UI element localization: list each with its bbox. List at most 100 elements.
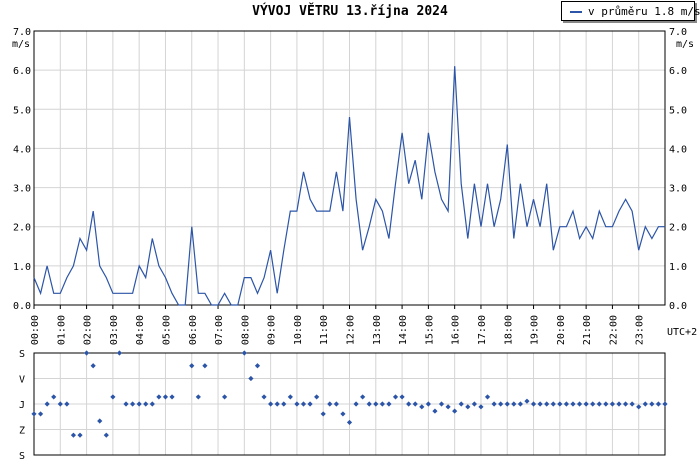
- direction-point: [557, 401, 563, 407]
- direction-point: [261, 394, 267, 400]
- x-tick-label: 21:00: [582, 315, 593, 345]
- x-tick-label: 05:00: [161, 315, 172, 345]
- x-tick-label: 01:00: [56, 315, 67, 345]
- direction-point: [498, 401, 504, 407]
- direction-point: [103, 432, 109, 438]
- direction-point: [491, 401, 497, 407]
- direction-point: [97, 418, 103, 424]
- direction-point: [254, 363, 261, 369]
- direction-point: [412, 401, 418, 407]
- speed-y-tick-label-left: 6.0: [13, 66, 31, 77]
- direction-point: [425, 401, 431, 407]
- direction-point: [241, 350, 247, 356]
- direction-point: [353, 401, 359, 407]
- direction-point: [31, 411, 37, 417]
- speed-y-tick-label-right: 1.0: [669, 262, 687, 273]
- direction-point: [642, 401, 648, 407]
- direction-point: [136, 401, 142, 407]
- direction-point: [360, 394, 366, 400]
- speed-y-tick-label-right: 3.0: [669, 184, 687, 195]
- direction-point: [149, 401, 155, 407]
- direction-point: [162, 394, 169, 400]
- x-tick-label: 18:00: [503, 315, 514, 345]
- x-tick-label: 02:00: [83, 315, 94, 345]
- direction-point: [649, 401, 655, 407]
- direction-point: [524, 398, 530, 404]
- x-tick-label: 07:00: [214, 315, 225, 345]
- direction-point: [445, 404, 451, 410]
- direction-point: [432, 408, 438, 414]
- chart-title: VÝVOJ VĚTRU 13.října 2024: [252, 4, 448, 19]
- unit-label-right: m/s: [676, 39, 694, 50]
- direction-point: [116, 350, 123, 356]
- direction-point: [77, 432, 83, 438]
- direction-point: [504, 401, 510, 407]
- direction-point: [438, 401, 445, 407]
- x-tick-label: 06:00: [188, 315, 199, 345]
- direction-point: [373, 401, 379, 407]
- direction-point: [458, 401, 464, 407]
- direction-y-tick-label: J: [19, 400, 25, 411]
- x-tick-label: 00:00: [30, 315, 41, 345]
- speed-line: [33, 66, 665, 306]
- direction-point: [83, 350, 90, 356]
- direction-point: [517, 401, 523, 407]
- direction-point: [37, 411, 44, 417]
- direction-points: [31, 350, 668, 438]
- direction-point: [563, 401, 570, 407]
- speed-y-tick-label-left: 7.0: [13, 27, 31, 38]
- direction-point: [320, 411, 326, 417]
- legend-label: v průměru 1.8 m/s: [588, 5, 700, 18]
- direction-point: [629, 401, 635, 407]
- direction-point: [596, 401, 602, 407]
- unit-label-left: m/s: [12, 39, 30, 50]
- direction-point: [314, 394, 320, 400]
- x-tick-label: 15:00: [424, 315, 435, 345]
- direction-point: [590, 401, 596, 407]
- x-tick-label: 10:00: [293, 315, 304, 345]
- x-tick-label: 08:00: [240, 315, 251, 345]
- direction-point: [550, 401, 556, 407]
- direction-point: [287, 394, 293, 400]
- direction-point: [636, 404, 642, 410]
- direction-point: [90, 363, 96, 369]
- direction-point: [366, 401, 372, 407]
- direction-point: [609, 401, 616, 407]
- direction-point: [570, 401, 576, 407]
- x-tick-label: 14:00: [398, 315, 409, 345]
- direction-point: [511, 401, 517, 407]
- x-tick-label: 09:00: [267, 315, 278, 345]
- direction-point: [281, 401, 287, 407]
- speed-y-ticks-left: 0.0 1.0 2.0 3.0 4.0 5.0 6.0 7.0: [13, 27, 31, 312]
- direction-point: [195, 394, 201, 400]
- direction-point: [123, 401, 129, 407]
- speed-y-ticks-right: 0.0 1.0 2.0 3.0 4.0 5.0 6.0 7.0: [669, 27, 687, 312]
- direction-point: [222, 394, 228, 400]
- direction-point: [392, 394, 399, 400]
- direction-point: [307, 401, 313, 407]
- direction-y-tick-label: S: [19, 451, 25, 460]
- direction-point: [156, 394, 162, 400]
- legend-swatch: [570, 11, 582, 13]
- direction-point: [622, 401, 629, 407]
- x-tick-label: 11:00: [319, 315, 330, 345]
- direction-point: [189, 363, 195, 369]
- direction-point: [530, 401, 537, 407]
- x-tick-label: 12:00: [346, 315, 357, 345]
- direction-point: [655, 401, 662, 407]
- x-tick-label: 17:00: [477, 315, 488, 345]
- direction-point: [169, 394, 175, 400]
- speed-series: [33, 66, 665, 306]
- speed-y-tick-label-right: 0.0: [669, 301, 687, 312]
- x-tick-label: 13:00: [372, 315, 383, 345]
- direction-point: [70, 432, 77, 438]
- direction-point: [340, 411, 346, 417]
- speed-grid: [33, 30, 665, 309]
- direction-point: [248, 375, 254, 382]
- direction-point: [379, 401, 385, 407]
- direction-point: [300, 401, 307, 407]
- direction-point: [129, 401, 136, 407]
- direction-point: [484, 394, 491, 400]
